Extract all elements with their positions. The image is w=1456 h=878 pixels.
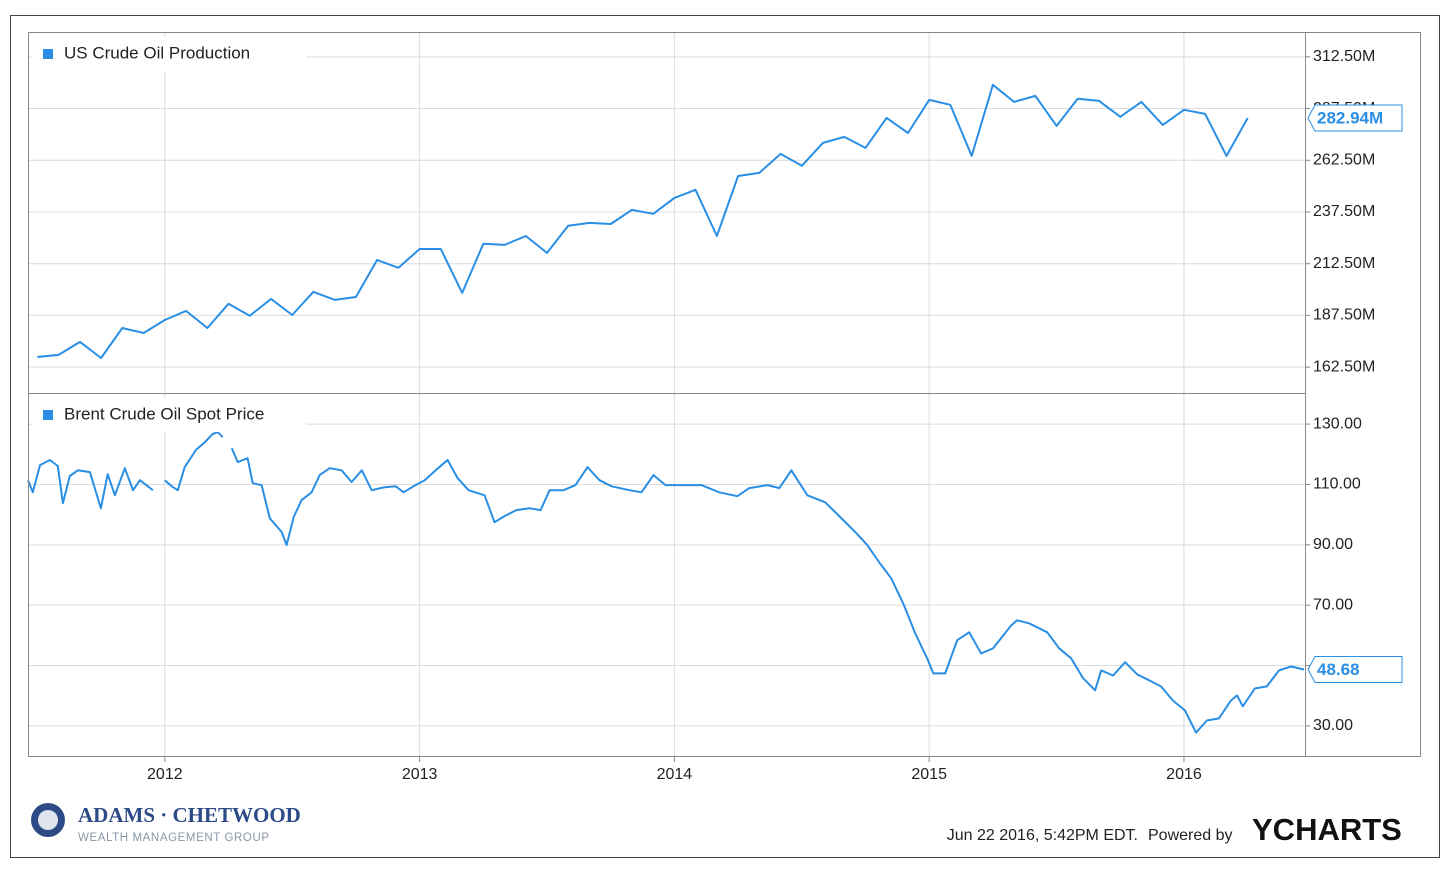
y-tick-label: 130.00 [1313, 415, 1362, 432]
y-tick-label: 70.00 [1313, 596, 1353, 613]
series-line [27, 431, 1305, 734]
x-tick-label: 2014 [657, 766, 693, 783]
legend-label: Brent Crude Oil Spot Price [64, 404, 264, 423]
outer-border [10, 15, 1440, 858]
logo: ADAMS · CHETWOOD WEALTH MANAGEMENT GROUP [31, 803, 301, 844]
x-tick-label: 2012 [147, 766, 183, 783]
y-tick-label: 237.50M [1313, 203, 1375, 220]
legend-label: US Crude Oil Production [64, 43, 250, 62]
plot-frame [28, 32, 1421, 757]
legend-box [32, 37, 306, 71]
powered-by: Powered by [1148, 827, 1233, 844]
y-tick-label: 262.50M [1313, 151, 1375, 168]
legend-box [32, 398, 306, 432]
x-tick-label: 2013 [402, 766, 438, 783]
y-tick-label: 212.50M [1313, 255, 1375, 272]
logo-icon-inner [38, 810, 58, 830]
last-value-box [1307, 656, 1403, 684]
x-tick-label: 2016 [1166, 766, 1202, 783]
last-value-box [1307, 104, 1403, 132]
overlay: US Crude Oil Production 282.94M Brent Crud… [32, 37, 1403, 684]
legend-swatch [43, 49, 53, 59]
y-tick-label: 110.00 [1313, 476, 1361, 493]
logo-tagline: WEALTH MANAGEMENT GROUP [78, 832, 270, 844]
legend-swatch [43, 410, 53, 420]
y-tick-label: 187.50M [1313, 307, 1375, 324]
series-line [37, 83, 1249, 359]
y-tick-label: 162.50M [1313, 358, 1375, 375]
y-tick-label: 90.00 [1313, 536, 1353, 553]
y-tick-label: 30.00 [1313, 717, 1353, 734]
logo-name: ADAMS · CHETWOOD [78, 803, 301, 827]
timestamp: Jun 22 2016, 5:42PM EDT. [947, 827, 1138, 844]
brand: YCHARTS [1252, 812, 1402, 847]
last-value-label: 48.68 [1317, 660, 1360, 679]
x-tick-label: 2015 [911, 766, 947, 783]
y-tick-label: 312.50M [1313, 48, 1375, 65]
last-value-label: 282.94M [1317, 108, 1383, 127]
